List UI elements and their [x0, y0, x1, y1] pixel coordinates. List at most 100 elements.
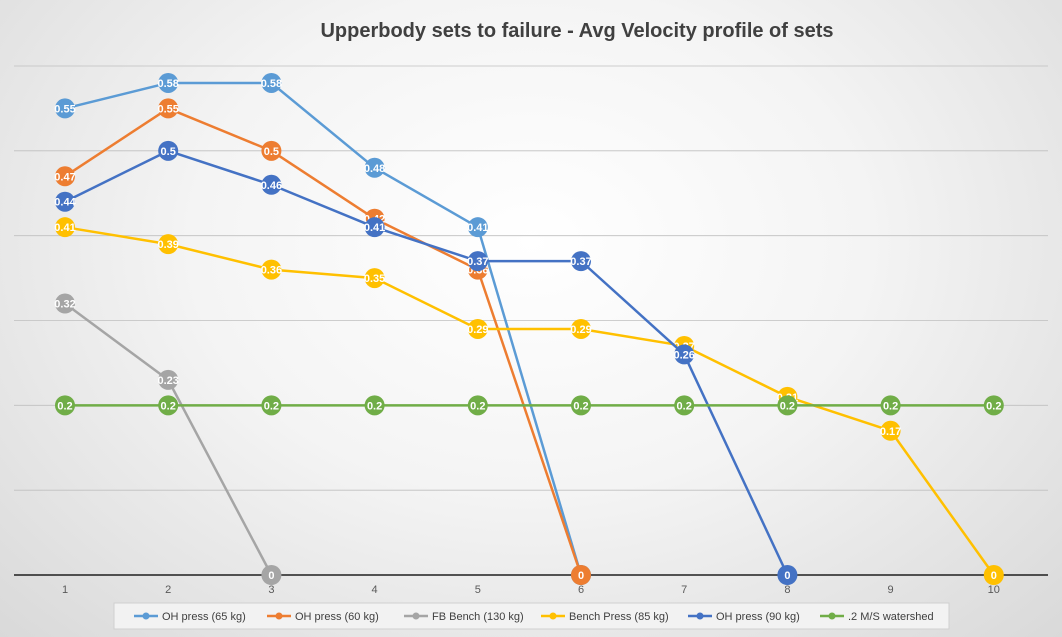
data-label: 0.2: [367, 400, 382, 412]
data-point: [55, 293, 75, 314]
legend-item: OH press (90 kg): [688, 611, 800, 623]
data-point: [364, 217, 385, 238]
data-point: [467, 318, 488, 339]
data-label: 0.2: [573, 400, 588, 412]
legend-marker: [828, 612, 836, 620]
x-tick-label: 8: [784, 584, 790, 596]
data-label: 0.17: [880, 426, 901, 438]
data-point: [55, 395, 75, 416]
series-2: 0.32 0.23 0: [54, 293, 282, 585]
data-label: 0.2: [57, 400, 72, 412]
data-label: 0.41: [467, 222, 488, 234]
data-point: [467, 251, 488, 272]
data-label: 0.35: [364, 273, 385, 285]
x-tick-label: 6: [578, 584, 584, 596]
series-4: 0.44 0.5 0.46 0.41 0.37 0.37 0.26 0: [54, 140, 798, 585]
data-label: 0.41: [54, 222, 75, 234]
x-tick-label: 4: [372, 584, 378, 596]
data-label: 0.44: [54, 197, 76, 209]
data-point: [261, 140, 282, 161]
data-point: [158, 395, 179, 416]
data-point: [777, 395, 798, 416]
data-label: 0.2: [677, 400, 692, 412]
data-label: 0.23: [157, 375, 178, 387]
data-label: 0.58: [157, 78, 178, 90]
legend-item: OH press (60 kg): [267, 611, 379, 623]
data-point: [364, 157, 385, 178]
data-point: [364, 395, 385, 416]
data-point: [880, 420, 901, 441]
legend-label: Bench Press (85 kg): [569, 611, 669, 623]
legend-item: Bench Press (85 kg): [541, 611, 669, 623]
x-tick-label: 5: [475, 584, 481, 596]
data-point: [261, 565, 282, 585]
legend-item: OH press (65 kg): [134, 611, 246, 623]
data-label: 0.2: [264, 400, 279, 412]
data-point: [55, 166, 75, 187]
data-label: 0.37: [570, 256, 591, 268]
legend: OH press (65 kg) OH press (60 kg) FB Bench…: [134, 611, 934, 623]
data-point: [55, 98, 75, 119]
data-point: [158, 369, 179, 390]
data-label: 0.58: [261, 78, 282, 90]
data-point: [261, 174, 282, 195]
legend-marker: [275, 612, 283, 620]
data-label: 0: [268, 570, 274, 582]
legend-label: FB Bench (130 kg): [432, 611, 524, 623]
data-label: 0.2: [470, 400, 485, 412]
series-line: [64, 149, 789, 576]
data-label: 0.29: [570, 324, 591, 336]
data-point: [467, 217, 488, 238]
x-tick-label: 3: [268, 584, 274, 596]
data-point: [880, 395, 901, 416]
legend-marker: [142, 612, 150, 620]
data-point: [261, 259, 282, 280]
data-point: [674, 344, 695, 365]
x-tick-label: 10: [988, 584, 1000, 596]
data-point: [983, 565, 1004, 585]
legend-label: .2 M/S watershed: [848, 611, 934, 623]
data-point: [571, 395, 591, 416]
legend-label: OH press (65 kg): [162, 611, 246, 623]
data-point: [571, 318, 591, 339]
x-axis-ticks: 1 2 3 4 5 6 7 8 9 10: [62, 584, 1000, 596]
data-label: 0: [578, 570, 584, 582]
data-label: 0.2: [986, 400, 1001, 412]
x-tick-label: 1: [62, 584, 68, 596]
data-label: 0.2: [883, 400, 898, 412]
data-point: [158, 98, 179, 119]
data-label: 0.5: [161, 146, 176, 158]
data-label: 0.36: [261, 265, 282, 277]
data-point: [571, 251, 591, 272]
data-label: 0: [991, 570, 997, 582]
data-label: 0.2: [780, 400, 795, 412]
data-label: 0.39: [157, 239, 178, 251]
data-label: 0.32: [54, 299, 75, 311]
data-label: 0: [784, 570, 790, 582]
data-point: [777, 565, 798, 585]
data-point: [158, 72, 179, 93]
data-point: [158, 140, 179, 161]
legend-label: OH press (90 kg): [716, 611, 800, 623]
data-label: 0.2: [161, 400, 176, 412]
series-group: 0.550.580.580.480.410.470.550.50.420.360…: [54, 72, 1004, 585]
series-line: [64, 81, 583, 576]
legend-marker: [412, 612, 420, 620]
data-point: [983, 395, 1004, 416]
data-label: 0.41: [364, 222, 385, 234]
legend-marker: [696, 612, 704, 620]
series-5: 0.2 0.2 0.2 0.2 0.2 0.2 0.2 0.2 0.2 0.2: [55, 395, 1004, 416]
data-point: [55, 217, 75, 238]
data-label: 0.47: [54, 171, 75, 183]
series-line: [64, 107, 583, 576]
data-label: 0.37: [467, 256, 488, 268]
data-point: [467, 395, 488, 416]
data-point: [571, 565, 591, 585]
data-label: 0.55: [157, 103, 178, 115]
chart-title: Upperbody sets to failure - Avg Velocity…: [320, 20, 833, 42]
data-label: 0.5: [264, 146, 279, 158]
data-point: [261, 72, 282, 93]
x-tick-label: 9: [888, 584, 894, 596]
